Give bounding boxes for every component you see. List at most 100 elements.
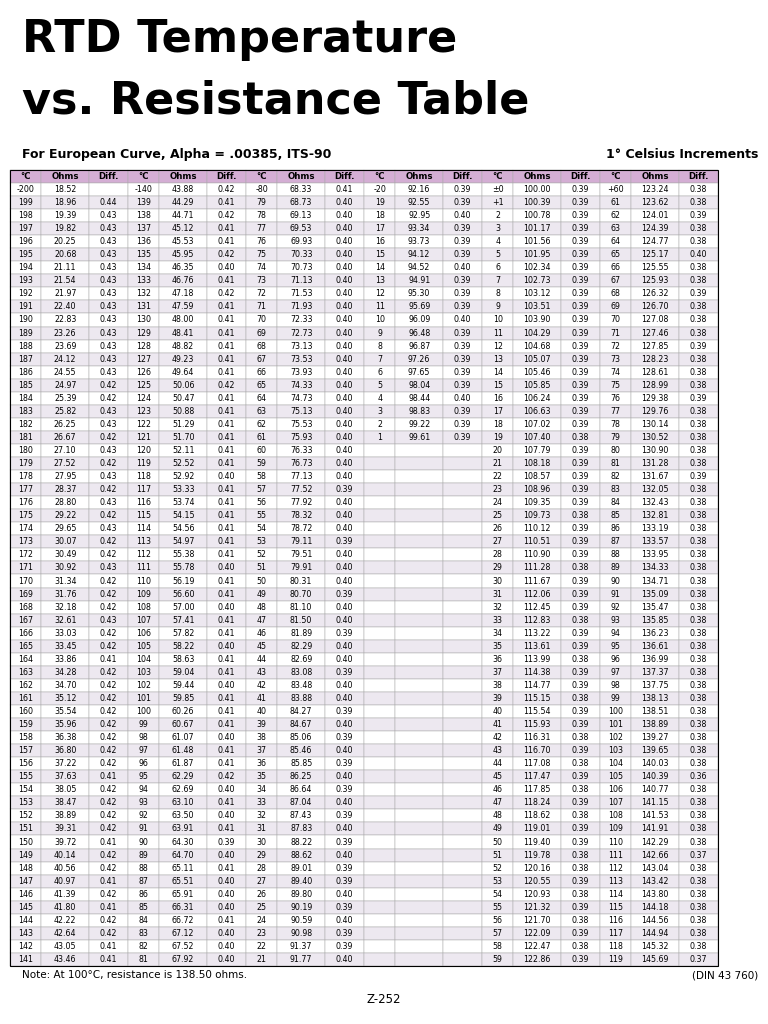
Text: 49.23: 49.23 — [172, 354, 194, 364]
Text: 89: 89 — [139, 851, 148, 859]
Bar — [207, 352, 246, 366]
Text: 106.63: 106.63 — [524, 407, 551, 416]
Bar — [482, 313, 513, 327]
Text: 73.93: 73.93 — [290, 368, 313, 377]
Bar — [41, 261, 89, 274]
Text: 0.40: 0.40 — [336, 329, 353, 338]
Bar — [89, 549, 128, 561]
Bar — [679, 196, 718, 209]
Bar — [325, 666, 364, 679]
Bar — [396, 340, 443, 352]
Text: Diff.: Diff. — [571, 172, 591, 181]
Bar — [396, 327, 443, 340]
Text: 0.44: 0.44 — [100, 198, 118, 207]
Text: 0.43: 0.43 — [100, 238, 118, 246]
Bar — [325, 809, 364, 822]
Text: 108: 108 — [136, 602, 151, 611]
Text: 0.39: 0.39 — [572, 668, 589, 677]
Text: 123.24: 123.24 — [641, 185, 669, 194]
Text: 0.40: 0.40 — [218, 733, 235, 742]
Bar — [159, 470, 207, 483]
Text: 0.43: 0.43 — [100, 446, 118, 455]
Bar — [246, 927, 277, 940]
Bar — [631, 431, 679, 444]
Bar — [246, 313, 277, 327]
Bar — [246, 274, 277, 288]
Bar — [561, 770, 600, 783]
Text: 98: 98 — [139, 733, 148, 742]
Text: 69.53: 69.53 — [290, 224, 313, 233]
Text: 96.09: 96.09 — [408, 315, 430, 325]
Bar — [41, 497, 89, 509]
Text: 174: 174 — [18, 524, 33, 534]
Text: 131.67: 131.67 — [641, 472, 669, 481]
Text: 42.22: 42.22 — [54, 915, 76, 925]
Text: Diff.: Diff. — [688, 172, 709, 181]
Bar — [10, 601, 41, 613]
Text: 133.57: 133.57 — [641, 538, 669, 547]
Text: 51.29: 51.29 — [172, 420, 194, 429]
Text: 198: 198 — [18, 211, 33, 220]
Text: 0.39: 0.39 — [572, 577, 589, 586]
Text: 181: 181 — [18, 433, 33, 442]
Bar — [10, 927, 41, 940]
Bar — [631, 288, 679, 300]
Text: 79: 79 — [611, 433, 621, 442]
Bar — [89, 731, 128, 744]
Text: 96: 96 — [611, 654, 621, 664]
Bar — [246, 874, 277, 888]
Text: 0.43: 0.43 — [100, 407, 118, 416]
Bar — [325, 274, 364, 288]
Text: Z: Z — [734, 578, 754, 605]
Text: 0.38: 0.38 — [572, 851, 589, 859]
Bar — [246, 522, 277, 536]
Bar — [159, 444, 207, 457]
Bar — [396, 431, 443, 444]
Bar — [443, 236, 482, 248]
Text: 77.52: 77.52 — [290, 485, 313, 495]
Bar — [561, 379, 600, 392]
Text: 96.87: 96.87 — [408, 342, 430, 350]
Text: 64: 64 — [611, 238, 621, 246]
Text: 118.62: 118.62 — [524, 811, 551, 820]
Bar — [600, 236, 631, 248]
Bar — [159, 379, 207, 392]
Text: 0.39: 0.39 — [572, 955, 589, 964]
Bar — [10, 431, 41, 444]
Bar — [600, 731, 631, 744]
Bar — [679, 822, 718, 836]
Bar — [277, 822, 325, 836]
Text: 0.42: 0.42 — [100, 811, 118, 820]
Text: 101.95: 101.95 — [524, 250, 551, 259]
Text: 60: 60 — [257, 446, 266, 455]
Bar — [600, 366, 631, 379]
Bar — [246, 849, 277, 861]
Bar — [277, 588, 325, 601]
Text: 122.09: 122.09 — [524, 929, 551, 938]
Bar — [600, 718, 631, 731]
Bar — [128, 444, 159, 457]
Text: 119.78: 119.78 — [524, 851, 551, 859]
Text: 0.40: 0.40 — [336, 354, 353, 364]
Text: 0.42: 0.42 — [100, 681, 118, 690]
Text: 0.41: 0.41 — [218, 759, 235, 768]
Bar — [128, 509, 159, 522]
Text: 0.40: 0.40 — [336, 602, 353, 611]
Text: 142.66: 142.66 — [641, 851, 669, 859]
Bar — [364, 457, 396, 470]
Bar — [277, 809, 325, 822]
Bar — [443, 404, 482, 418]
Bar — [277, 392, 325, 404]
Bar — [10, 770, 41, 783]
Bar — [443, 913, 482, 927]
Text: 89.40: 89.40 — [290, 877, 313, 886]
Bar — [41, 470, 89, 483]
Bar — [159, 261, 207, 274]
Bar — [41, 627, 89, 640]
Text: 105.85: 105.85 — [524, 381, 551, 390]
Bar — [561, 888, 600, 901]
Bar — [364, 470, 396, 483]
Text: 85: 85 — [611, 511, 621, 520]
Bar — [443, 561, 482, 574]
Bar — [207, 927, 246, 940]
